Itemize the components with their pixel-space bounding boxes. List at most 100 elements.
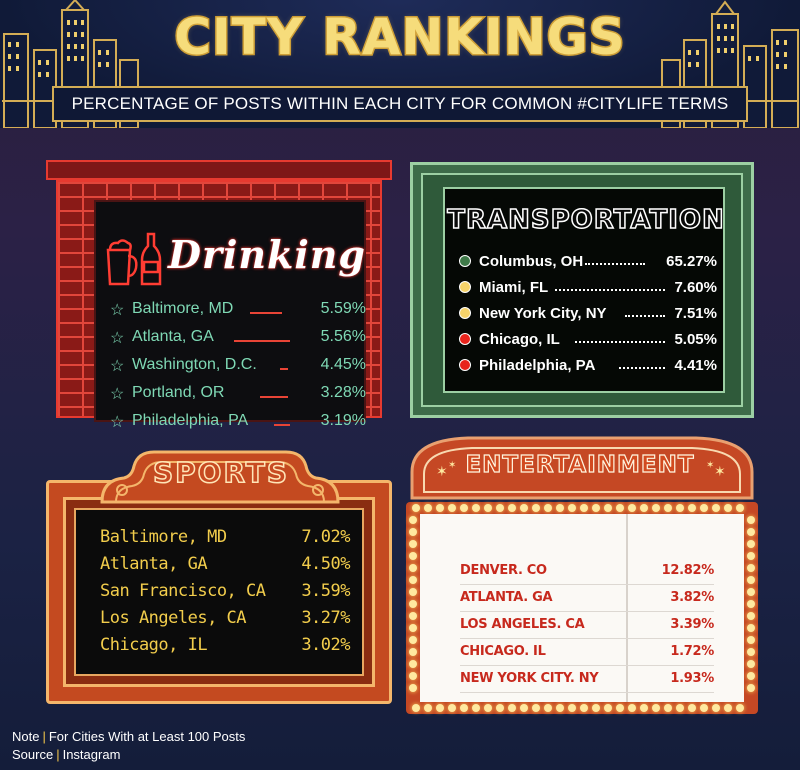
bulb-light <box>484 704 492 712</box>
bulb-light <box>409 660 417 668</box>
bulb-light <box>508 504 516 512</box>
city-name: Baltimore, MD <box>132 300 234 317</box>
bulb-light <box>724 504 732 512</box>
city-name: CHICAGO. IL <box>460 644 546 659</box>
list-item: ☆ Baltimore, MD 5.59% <box>110 298 366 326</box>
bulb-light <box>409 600 417 608</box>
leader-dots <box>555 289 665 291</box>
entertainment-marquee-top: ✶ ✶ ✶ ✶ <box>408 432 756 500</box>
list-item: Baltimore, MD 7.02% <box>100 524 350 551</box>
list-item: Los Angeles, CA 3.27% <box>100 605 350 632</box>
separator: | <box>42 729 46 744</box>
bulb-light <box>616 704 624 712</box>
city-name: Philadelphia, PA <box>132 412 249 429</box>
list-item: NEW YORK CITY. NY 1.93% <box>460 666 714 693</box>
percentage: 12.82% <box>661 563 715 578</box>
bulb-light <box>604 704 612 712</box>
leader-line <box>234 340 290 342</box>
bulb-light <box>484 504 492 512</box>
percentage: 65.27% <box>666 253 717 270</box>
footnote: Note | For Cities With at Least 100 Posts … <box>12 728 245 764</box>
bulb-light <box>688 704 696 712</box>
leader-line <box>250 312 282 314</box>
transportation-screen: TRANSPORTATION Columbus, OH 65.27% Miami… <box>443 187 725 393</box>
list-item: Philadelphia, PA 4.41% <box>459 355 717 381</box>
bulb-light <box>544 504 552 512</box>
percentage: 4.50% <box>301 554 350 574</box>
list-item: New York City, NY 7.51% <box>459 303 717 329</box>
bulb-light <box>409 624 417 632</box>
bulb-light <box>676 704 684 712</box>
percentage: 5.59% <box>320 300 366 317</box>
city-name: LOS ANGELES. CA <box>460 617 585 632</box>
bulb-light <box>640 504 648 512</box>
star-icon: ☆ <box>110 386 125 403</box>
city-name: Miami, FL <box>479 279 549 296</box>
bulb-light <box>736 704 744 712</box>
bulb-light <box>409 528 417 536</box>
entertainment-board: DENVER. CO 12.82% ATLANTA. GA 3.82% LOS … <box>406 502 758 714</box>
sports-inner-frame: Baltimore, MD 7.02% Atlanta, GA 4.50% Sa… <box>63 497 375 687</box>
source-text: Instagram <box>62 747 121 762</box>
city-name: Columbus, OH <box>479 253 584 270</box>
bulb-light <box>460 504 468 512</box>
bulb-light <box>508 704 516 712</box>
bulb-light <box>592 704 600 712</box>
bulb-light <box>747 612 755 620</box>
bulb-light <box>448 704 456 712</box>
sports-list: Baltimore, MD 7.02% Atlanta, GA 4.50% Sa… <box>100 524 350 659</box>
bulb-light <box>568 704 576 712</box>
leader-line <box>274 424 290 426</box>
list-item: CHICAGO. IL 1.72% <box>460 639 714 666</box>
percentage: 7.02% <box>301 527 350 547</box>
star-icon: ☆ <box>110 358 125 375</box>
bulb-light <box>409 576 417 584</box>
bulb-light <box>424 504 432 512</box>
bulb-light <box>556 504 564 512</box>
percentage: 5.05% <box>674 331 717 348</box>
bulb-light <box>409 672 417 680</box>
bulb-light <box>532 704 540 712</box>
percentage: 7.51% <box>674 305 717 322</box>
bulb-light <box>580 704 588 712</box>
bulb-light <box>424 704 432 712</box>
city-name: Atlanta, GA <box>132 328 214 345</box>
note-label: Note <box>12 729 40 744</box>
bulb-light <box>747 528 755 536</box>
city-name: Philadelphia, PA <box>479 357 596 374</box>
percentage: 3.39% <box>670 617 714 632</box>
bulb-light <box>664 704 672 712</box>
percentage: 4.41% <box>674 357 717 374</box>
bulb-light <box>688 504 696 512</box>
city-name: San Francisco, CA <box>100 581 266 601</box>
city-name: Atlanta, GA <box>100 554 208 574</box>
bulb-light <box>712 504 720 512</box>
bulb-light <box>700 504 708 512</box>
leader-dots <box>619 367 665 369</box>
svg-text:✶: ✶ <box>714 464 726 480</box>
city-name: Washington, D.C. <box>132 356 257 373</box>
note-line: Note | For Cities With at Least 100 Posts <box>12 728 245 746</box>
status-dot-icon <box>459 307 471 319</box>
percentage: 3.28% <box>320 384 366 401</box>
drinking-list: ☆ Baltimore, MD 5.59% ☆ Atlanta, GA 5.56… <box>110 298 366 438</box>
source-line: Source | Instagram <box>12 746 245 764</box>
bulb-light <box>412 504 420 512</box>
svg-text:✶: ✶ <box>448 460 456 471</box>
percentage: 3.59% <box>301 581 350 601</box>
bulb-light <box>436 504 444 512</box>
status-dot-icon <box>459 281 471 293</box>
city-name: New York City, NY <box>479 305 607 322</box>
bulb-light <box>676 504 684 512</box>
leader-line <box>280 368 288 370</box>
bulb-light <box>747 540 755 548</box>
percentage: 1.72% <box>670 644 714 659</box>
star-icon: ☆ <box>110 330 125 347</box>
transportation-panel: TRANSPORTATION Columbus, OH 65.27% Miami… <box>410 162 754 418</box>
list-item: San Francisco, CA 3.59% <box>100 578 350 605</box>
city-name: Los Angeles, CA <box>100 608 247 628</box>
drinking-screen: Drinking ☆ Baltimore, MD 5.59% ☆ Atlanta… <box>94 200 366 431</box>
city-name: Chicago, IL <box>100 635 208 655</box>
bulb-light <box>520 704 528 712</box>
svg-text:✶: ✶ <box>436 464 448 480</box>
